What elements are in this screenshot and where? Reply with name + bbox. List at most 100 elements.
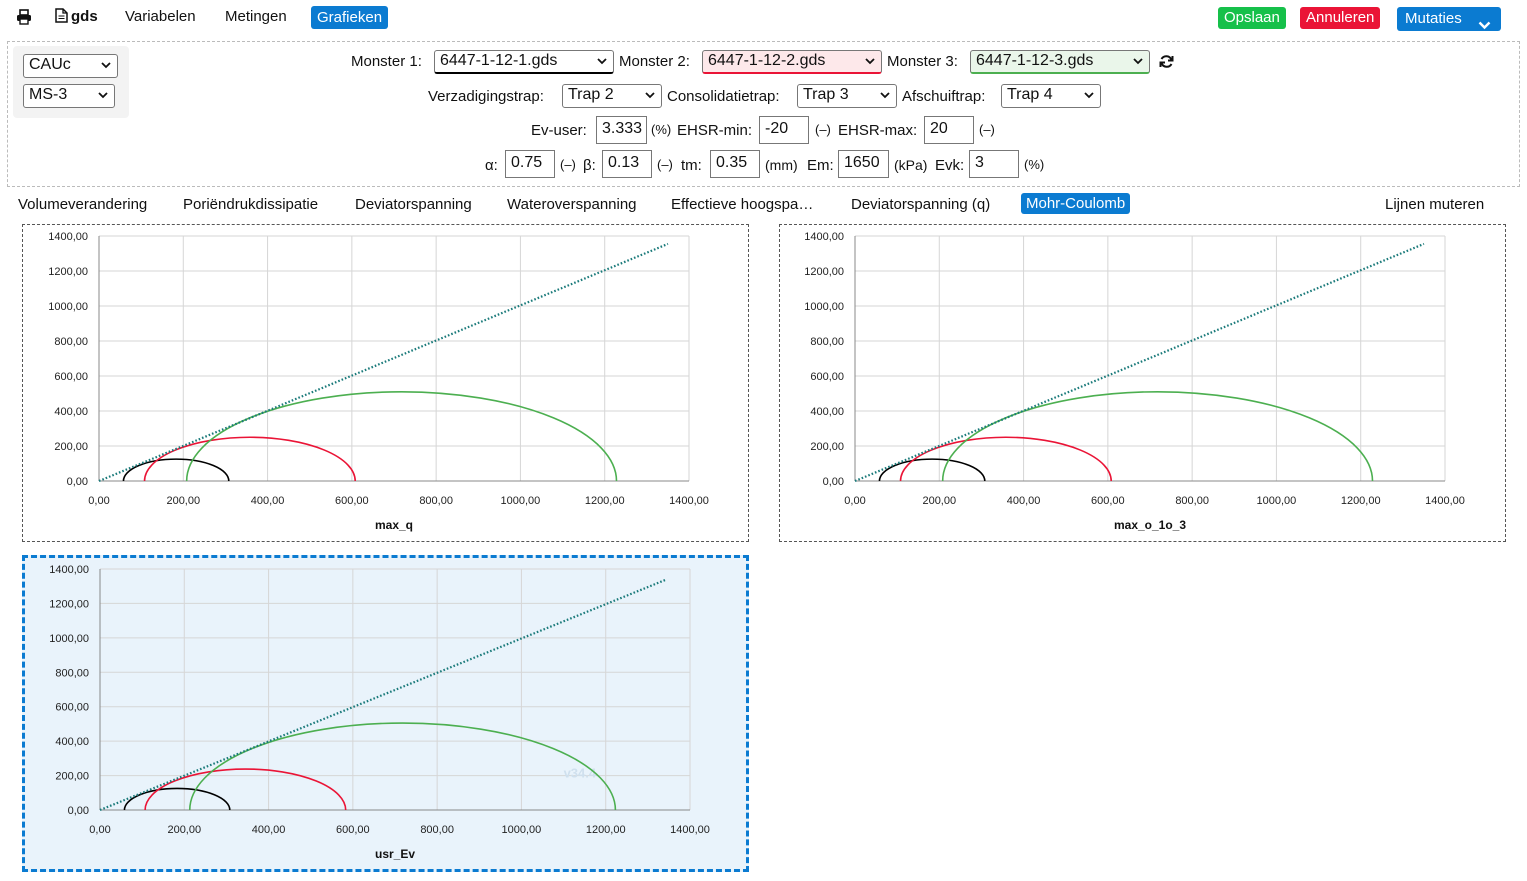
mohr-circle: [185, 391, 618, 482]
x-tick-label: 600,00: [336, 824, 370, 836]
evk-input[interactable]: 3: [969, 150, 1019, 178]
tab-gds[interactable]: gds: [55, 8, 98, 27]
tab-metingen[interactable]: Metingen: [225, 8, 287, 25]
ehsr-min-unit: (–): [815, 122, 831, 137]
test-type-value: CAUc: [29, 56, 71, 73]
verzadigingstrap-select[interactable]: Trap 2: [562, 84, 662, 108]
chart-usr-ev-svg: 0,00 200,00 400,00 600,00 800,00 1000,00 1200,…: [49, 564, 710, 861]
beta-input[interactable]: 0.13: [602, 150, 652, 178]
x-tick-label: 400,00: [252, 824, 286, 836]
chart-title: usr_Ev: [375, 847, 415, 861]
monster3-value: 6447-1-12-3.gds: [976, 52, 1094, 69]
chart-usr-ev[interactable]: 0,00 200,00 400,00 600,00 800,00 1000,00 1200,…: [22, 555, 749, 872]
x-tick-label: 1200,00: [586, 824, 626, 836]
x-tick-label: 600,00: [1091, 495, 1125, 507]
tab-grafieken[interactable]: Grafieken: [311, 6, 389, 29]
evk-unit: (%): [1024, 157, 1045, 172]
chevron-down-icon: [864, 54, 876, 68]
y-tick-label: 0,00: [68, 805, 89, 817]
chart-max-o-1o-3-svg: 0,00 200,00 400,00 600,00 800,00 1000,00 1200,…: [804, 231, 1465, 532]
chart-max-q-svg: 0,00 200,00 400,00 600,00 800,00 1000,00 1200,…: [48, 231, 709, 532]
ev-user-unit: (%): [651, 122, 672, 137]
monster2-select[interactable]: 6447-1-12-2.gds: [702, 50, 882, 74]
mohr-circle: [188, 722, 617, 811]
refresh-icon[interactable]: [1159, 54, 1174, 73]
top-nav: gds Variabelen Metingen Grafieken Opslaa…: [0, 0, 1527, 38]
chevron-down-icon: [596, 54, 608, 68]
ev-user-input[interactable]: 3.333: [596, 116, 647, 144]
tab-wateroverspanning[interactable]: Wateroverspanning: [507, 196, 637, 213]
chevron-down-icon: [644, 88, 656, 102]
tab-poriendrukdissipatie[interactable]: Poriëndrukdissipatie: [183, 196, 319, 213]
test-type-select[interactable]: CAUc: [23, 54, 118, 78]
chevron-down-icon: [1132, 54, 1144, 68]
watermark: v34.4: [564, 765, 597, 780]
y-tick-label: 200,00: [54, 441, 88, 453]
verzadigingstrap-label: Verzadigingstrap:: [428, 88, 544, 105]
em-unit: (kPa): [894, 157, 928, 173]
tab-variabelen[interactable]: Variabelen: [125, 8, 196, 25]
tab-mohr-coulomb[interactable]: Mohr-Coulomb: [1021, 193, 1131, 214]
consolidatietrap-select[interactable]: Trap 3: [797, 84, 897, 108]
monster2-value: 6447-1-12-2.gds: [708, 52, 826, 69]
x-tick-label: 800,00: [1175, 495, 1209, 507]
ehsr-min-input[interactable]: -20: [759, 116, 809, 144]
consolidatietrap-value: Trap 3: [803, 86, 849, 103]
chevron-down-icon: [97, 88, 109, 102]
mohr-circle: [144, 768, 347, 811]
y-tick-label: 1000,00: [49, 633, 89, 645]
x-tick-label: 1000,00: [1257, 495, 1297, 507]
y-tick-label: 1000,00: [48, 301, 88, 313]
mohr-circle: [122, 458, 230, 482]
lijnen-muteren-link[interactable]: Lijnen muteren: [1385, 196, 1485, 213]
monster3-select[interactable]: 6447-1-12-3.gds: [970, 50, 1150, 74]
x-tick-label: 1200,00: [1341, 495, 1381, 507]
alpha-label: α:: [485, 157, 498, 174]
file-label: gds: [71, 8, 98, 25]
afschuiftrap-select[interactable]: Trap 4: [1001, 84, 1101, 108]
em-input[interactable]: 1650: [838, 150, 889, 178]
y-tick-label: 0,00: [67, 476, 88, 488]
y-tick-label: 800,00: [810, 336, 844, 348]
printer-icon[interactable]: [16, 9, 32, 29]
y-tick-label: 400,00: [55, 736, 89, 748]
x-tick-label: 1400,00: [669, 495, 709, 507]
chevron-down-icon: [100, 58, 112, 72]
mutaties-button[interactable]: Mutaties: [1397, 7, 1501, 31]
y-tick-label: 1400,00: [48, 231, 88, 243]
y-tick-label: 600,00: [54, 371, 88, 383]
method-select[interactable]: MS-3: [23, 84, 115, 108]
y-tick-label: 200,00: [810, 441, 844, 453]
y-tick-label: 1200,00: [48, 266, 88, 278]
monster1-select[interactable]: 6447-1-12-1.gds: [434, 50, 614, 74]
opslaan-button[interactable]: Opslaan: [1218, 7, 1286, 29]
x-tick-label: 200,00: [922, 495, 956, 507]
tm-input[interactable]: 0.35: [710, 150, 760, 178]
x-tick-label: 1400,00: [1425, 495, 1465, 507]
chart-title: max_o_1o_3: [1114, 518, 1186, 532]
y-tick-label: 200,00: [55, 771, 89, 783]
x-tick-label: 200,00: [167, 824, 201, 836]
y-tick-label: 1000,00: [804, 301, 844, 313]
annuleren-button[interactable]: Annuleren: [1300, 7, 1381, 29]
tab-deviatorspanning-q[interactable]: Deviatorspanning (q): [851, 196, 991, 213]
verzadigingstrap-value: Trap 2: [568, 86, 614, 103]
y-tick-label: 800,00: [54, 336, 88, 348]
monster1-label: Monster 1:: [351, 53, 422, 70]
mohr-circle: [878, 458, 986, 482]
tab-volumeverandering[interactable]: Volumeverandering: [18, 196, 148, 213]
alpha-input[interactable]: 0.75: [505, 150, 555, 178]
x-tick-label: 200,00: [166, 495, 200, 507]
x-tick-label: 0,00: [844, 495, 865, 507]
tab-effectieve-hoogspanning[interactable]: Effectieve hoogspa…: [671, 196, 814, 213]
ehsr-max-input[interactable]: 20: [924, 116, 974, 144]
x-tick-label: 600,00: [335, 495, 369, 507]
chart-max-o-1o-3[interactable]: 0,00 200,00 400,00 600,00 800,00 1000,00 1200,…: [779, 224, 1506, 542]
method-value: MS-3: [29, 86, 68, 103]
tab-deviatorspanning[interactable]: Deviatorspanning: [355, 196, 472, 213]
x-tick-label: 0,00: [88, 495, 109, 507]
chart-max-q[interactable]: 0,00 200,00 400,00 600,00 800,00 1000,00 1200,…: [22, 224, 749, 542]
x-tick-label: 1000,00: [501, 495, 541, 507]
chevron-down-icon: [1083, 88, 1095, 102]
mohr-circle: [143, 436, 357, 482]
